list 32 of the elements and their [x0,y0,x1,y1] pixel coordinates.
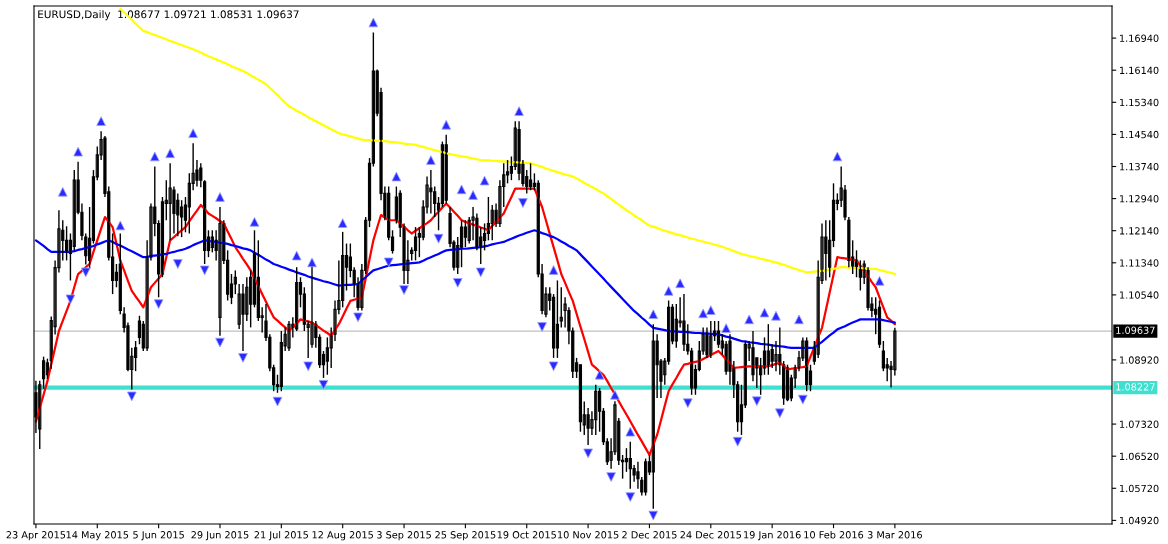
x-tick-label: 5 Jun 2015 [133,531,184,541]
y-tick-label: 1.06520 [1120,452,1159,461]
x-tick-label: 2 Dec 2015 [622,531,677,539]
x-tick-label: 25 Sep 2015 [435,531,496,541]
y-tick-label: 1.07320 [1120,420,1159,428]
ref-line-label: 1.08227 [1116,383,1155,391]
ref-line-label: 1.09637 [1116,326,1155,334]
x-tick-label: 29 Jun 2015 [191,531,249,541]
x-tick-label: 3 Sep 2015 [377,531,431,541]
y-tick-label: 1.16140 [1120,66,1159,75]
y-tick-label: 1.11340 [1120,259,1159,267]
y-tick-label: 1.16940 [1120,34,1159,42]
y-tick-label: 1.04920 [1120,516,1159,525]
y-tick-label: 1.12140 [1120,227,1159,235]
x-tick-label: 23 Apr 2015 [6,531,66,541]
x-tick-label: 14 May 2015 [66,531,129,541]
x-tick-label: 24 Dec 2015 [680,531,742,539]
x-tick-label: 3 Mar 2016 [867,531,922,539]
y-tick-label: 1.12940 [1120,195,1159,203]
x-tick-label: 19 Oct 2015 [497,531,556,539]
y-tick-label: 1.05720 [1120,484,1159,493]
y-tick-label: 1.15340 [1120,98,1159,107]
line-series [119,7,896,276]
y-tick-label: 1.08920 [1120,356,1159,364]
x-tick-label: 10 Nov 2015 [558,531,619,539]
y-tick-label: 1.13740 [1120,162,1159,171]
x-tick-label: 12 Aug 2015 [312,531,373,541]
y-tick-label: 1.14540 [1120,130,1159,139]
x-tick-label: 21 Jul 2015 [254,530,308,541]
x-tick-label: 19 Jan 2016 [744,531,801,541]
x-tick-label: 10 Feb 2016 [804,530,864,539]
y-tick-label: 1.10540 [1120,291,1159,299]
